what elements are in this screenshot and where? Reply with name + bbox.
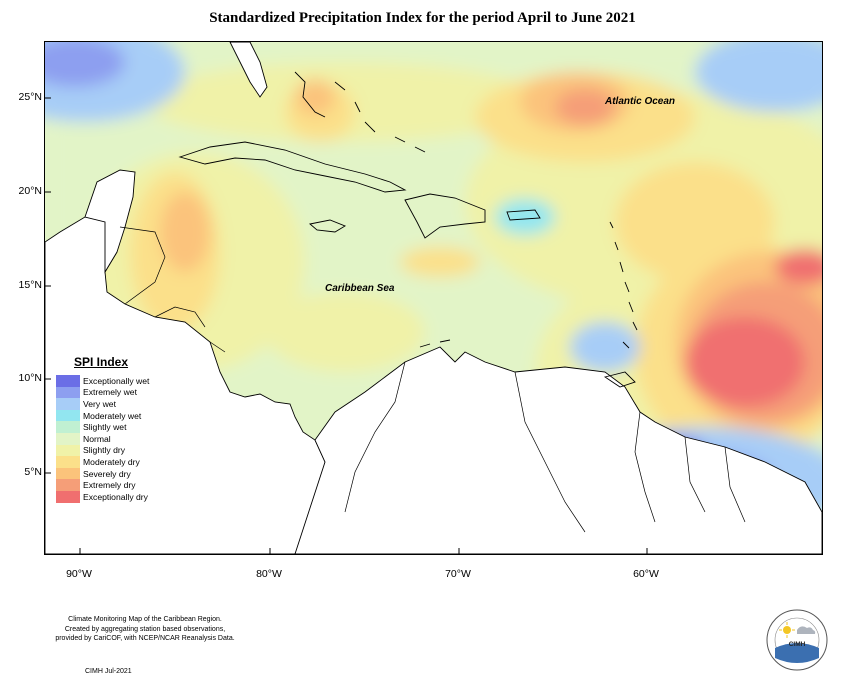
lat-label-5n: 5°N — [24, 466, 42, 478]
lesser-antilles — [609, 221, 638, 349]
legend-swatch — [56, 409, 80, 422]
legend-item: Moderately wet — [56, 409, 149, 422]
legend-label: Moderately dry — [83, 456, 140, 467]
land-masses — [45, 42, 822, 554]
legend-swatch — [56, 456, 80, 468]
map-title: Standardized Precipitation Index for the… — [209, 10, 636, 26]
lon-label-70w: 70°W — [445, 568, 471, 580]
legend-label: Moderately wet — [83, 410, 142, 421]
south-america-land — [294, 346, 822, 554]
atlantic-ocean-label: Atlantic Ocean — [604, 96, 675, 107]
legend-label: Exceptionally wet — [83, 375, 150, 386]
legend-item: Slightly dry — [56, 444, 149, 457]
legend-swatch — [56, 432, 80, 445]
legend-swatch — [56, 490, 80, 503]
lat-label-10n: 10°N — [18, 372, 42, 384]
legend-item: Extremely wet — [56, 386, 149, 399]
legend-rows: Exceptionally wet Extremely wet Very wet Mo… — [56, 375, 149, 503]
legend-swatch — [56, 375, 80, 387]
lon-label-80w: 80°W — [256, 568, 282, 580]
legend-item: Severely dry — [56, 467, 149, 480]
credit-text: Climate Monitoring Map of the Caribbean … — [30, 615, 260, 644]
bahamas — [294, 71, 426, 153]
trinidad — [603, 371, 636, 388]
spi-map: Atlantic Ocean Caribbean Sea — [44, 41, 823, 555]
legend-swatch — [56, 386, 80, 399]
cuba — [178, 141, 407, 193]
islands — [178, 71, 638, 388]
legend-label: Normal — [83, 433, 111, 444]
country-borders — [119, 226, 746, 533]
lon-label-60w: 60°W — [633, 568, 659, 580]
spi-field — [45, 42, 822, 554]
logo-acronym: CIMH — [789, 641, 806, 648]
legend-item: Very wet — [56, 398, 149, 410]
legend-label: Slightly dry — [83, 445, 126, 456]
credit-line: provided by CariCOF, with NCEP/NCAR Rean… — [55, 635, 235, 642]
legend-swatch — [56, 479, 80, 491]
legend-swatch — [56, 398, 80, 410]
florida — [229, 42, 268, 98]
lon-label-90w: 90°W — [66, 568, 92, 580]
legend-label: Very wet — [83, 398, 116, 409]
legend-label: Extremely dry — [83, 480, 136, 491]
legend-item: Exceptionally dry — [56, 490, 149, 503]
credit-line: Climate Monitoring Map of the Caribbean … — [68, 616, 222, 623]
legend-swatch — [56, 444, 80, 457]
spi-legend: SPI Index Exceptionally wet Extremely wet… — [56, 355, 149, 503]
legend-label: Exceptionally dry — [83, 491, 148, 502]
yucatan-peninsula — [84, 169, 136, 274]
legend-label: Extremely wet — [83, 387, 137, 398]
legend-item: Moderately dry — [56, 456, 149, 468]
legend-label: Slightly wet — [83, 422, 127, 433]
caribbean-sea-label: Caribbean Sea — [325, 283, 395, 294]
legend-item: Exceptionally wet — [56, 375, 149, 387]
legend-item: Extremely dry — [56, 479, 149, 491]
credit-line: Created by aggregating station based obs… — [64, 625, 226, 633]
puerto-rico — [506, 209, 541, 221]
legend-item: Slightly wet — [56, 421, 149, 433]
legend-item: Normal — [56, 432, 149, 445]
credit-date: CIMH Jul-2021 — [85, 668, 132, 675]
legend-label: Severely dry — [83, 468, 131, 479]
legend-swatch — [56, 421, 80, 433]
cimh-logo: CIMH — [766, 609, 828, 671]
lat-label-20n: 20°N — [18, 185, 42, 197]
hispaniola — [404, 193, 486, 239]
abc-islands — [419, 339, 451, 348]
lat-label-25n: 25°N — [18, 91, 42, 103]
graticule-ticks — [45, 97, 648, 554]
legend-title: SPI Index — [74, 355, 129, 369]
jamaica — [309, 219, 347, 233]
lat-label-15n: 15°N — [18, 279, 42, 291]
legend-swatch — [56, 467, 80, 480]
spi-map-canvas: Atlantic Ocean Caribbean Sea — [45, 42, 822, 554]
